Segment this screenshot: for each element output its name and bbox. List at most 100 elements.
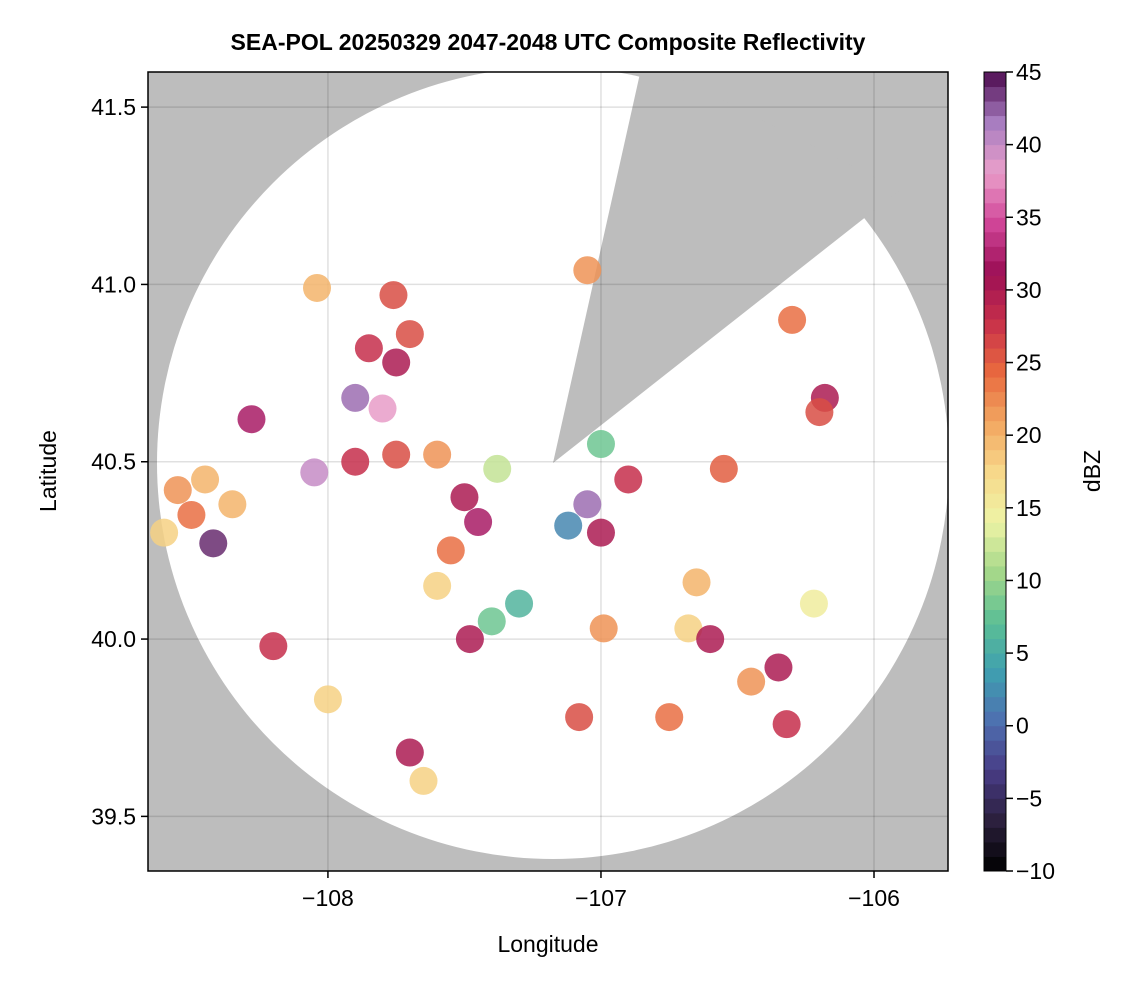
colorbar-label: dBZ — [1079, 450, 1105, 492]
reflectivity-cell — [554, 511, 583, 540]
blocked-sector — [553, 72, 900, 463]
reflectivity-cell — [565, 703, 594, 732]
colorbar-band — [984, 188, 1006, 204]
colorbar-band — [984, 159, 1006, 175]
reflectivity-cell — [614, 465, 643, 494]
reflectivity-cell — [259, 632, 288, 661]
colorbar-band — [984, 318, 1006, 334]
colorbar-band — [984, 173, 1006, 189]
colorbar-band — [984, 696, 1006, 712]
reflectivity-cell — [395, 320, 424, 349]
colorbar-tick-label: 45 — [1016, 59, 1042, 85]
reflectivity-cell — [586, 518, 615, 547]
plot-area — [148, 72, 948, 871]
colorbar-band — [984, 594, 1006, 611]
x-tick-label: −108 — [302, 885, 354, 911]
colorbar-band — [984, 101, 1006, 117]
colorbar-tick-label: 30 — [1016, 277, 1042, 303]
colorbar-band — [984, 536, 1006, 552]
y-tick-label: 41.0 — [91, 271, 136, 297]
reflectivity-cell — [436, 536, 465, 565]
reflectivity-cell — [341, 447, 370, 476]
colorbar-tick-label: 35 — [1016, 204, 1042, 230]
colorbar-band — [984, 711, 1006, 727]
colorbar-band — [984, 86, 1006, 102]
colorbar-tick-label: 25 — [1016, 350, 1042, 376]
colorbar-band — [984, 740, 1006, 756]
colorbar-band — [984, 754, 1006, 770]
reflectivity-cell — [483, 454, 512, 483]
reflectivity-cell — [395, 738, 424, 767]
colorbar-band — [984, 246, 1006, 262]
colorbar-frame — [983, 71, 1007, 872]
reflectivity-cell — [382, 348, 411, 377]
reflectivity-cell — [237, 405, 266, 434]
colorbar-band — [984, 377, 1006, 393]
colorbar-band — [984, 653, 1006, 669]
colorbar-tick-label: 10 — [1016, 567, 1042, 593]
colorbar-band — [984, 725, 1006, 741]
reflectivity-cell — [423, 440, 452, 469]
colorbar-band — [984, 115, 1006, 131]
plot-frame — [147, 71, 949, 872]
reflectivity-cell — [464, 508, 493, 537]
colorbar-band — [984, 464, 1006, 480]
colorbar-band — [984, 217, 1006, 233]
colorbar-band — [984, 667, 1006, 683]
reflectivity-cell — [655, 703, 684, 732]
colorbar-band — [984, 812, 1006, 828]
reflectivity-cell — [573, 256, 602, 285]
reflectivity-cell — [300, 458, 329, 487]
reflectivity-cell — [382, 440, 411, 469]
colorbar-band — [984, 856, 1006, 872]
y-tick-label: 40.5 — [91, 449, 136, 475]
colorbar-band — [984, 144, 1006, 160]
reflectivity-cell — [379, 281, 408, 310]
reflectivity-cell — [455, 625, 484, 654]
colorbar-band — [984, 682, 1006, 698]
reflectivity-cell — [682, 568, 711, 597]
colorbar-band — [984, 551, 1006, 567]
y-tick-label: 41.5 — [91, 94, 136, 120]
x-axis-label: Longitude — [497, 931, 598, 957]
reflectivity-cell — [150, 518, 179, 547]
colorbar-band — [984, 406, 1006, 422]
reflectivity-cell — [368, 394, 397, 423]
colorbar-band — [984, 493, 1006, 509]
reflectivity-cell — [177, 500, 206, 529]
colorbar-band — [984, 624, 1006, 640]
reflectivity-cell — [191, 465, 220, 494]
reflectivity-cell — [505, 589, 534, 618]
colorbar-band — [984, 580, 1006, 596]
colorbar-band — [984, 507, 1006, 523]
reflectivity-cell — [696, 625, 725, 654]
reflectivity-cell — [799, 589, 828, 618]
colorbar-band — [984, 275, 1006, 291]
y-axis-label: Latitude — [35, 430, 61, 512]
x-tick-label: −107 — [575, 885, 627, 911]
reflectivity-cell — [409, 766, 438, 795]
colorbar-band — [984, 362, 1006, 378]
colorbar-band — [984, 783, 1006, 799]
reflectivity-cell — [772, 710, 801, 739]
colorbar-band — [984, 72, 1006, 88]
colorbar-band — [984, 289, 1006, 305]
colorbar-band — [984, 798, 1006, 814]
y-tick-label: 40.0 — [91, 626, 136, 652]
reflectivity-cell — [341, 383, 370, 412]
colorbar-band — [984, 231, 1006, 247]
reflectivity-cell — [450, 483, 479, 512]
colorbar-band — [984, 827, 1006, 843]
colorbar-tick-label: 0 — [1016, 713, 1029, 739]
reflectivity-cell — [313, 685, 342, 714]
colorbar-band — [984, 304, 1006, 320]
x-tick-label: −106 — [848, 885, 900, 911]
reflectivity-cell — [805, 398, 834, 427]
reflectivity-cell — [778, 305, 807, 334]
colorbar-band — [984, 609, 1006, 625]
reflectivity-cell — [163, 476, 192, 505]
colorbar-tick-label: 20 — [1016, 422, 1042, 448]
reflectivity-cell — [573, 490, 602, 519]
colorbar-tick-label: 40 — [1016, 132, 1042, 158]
